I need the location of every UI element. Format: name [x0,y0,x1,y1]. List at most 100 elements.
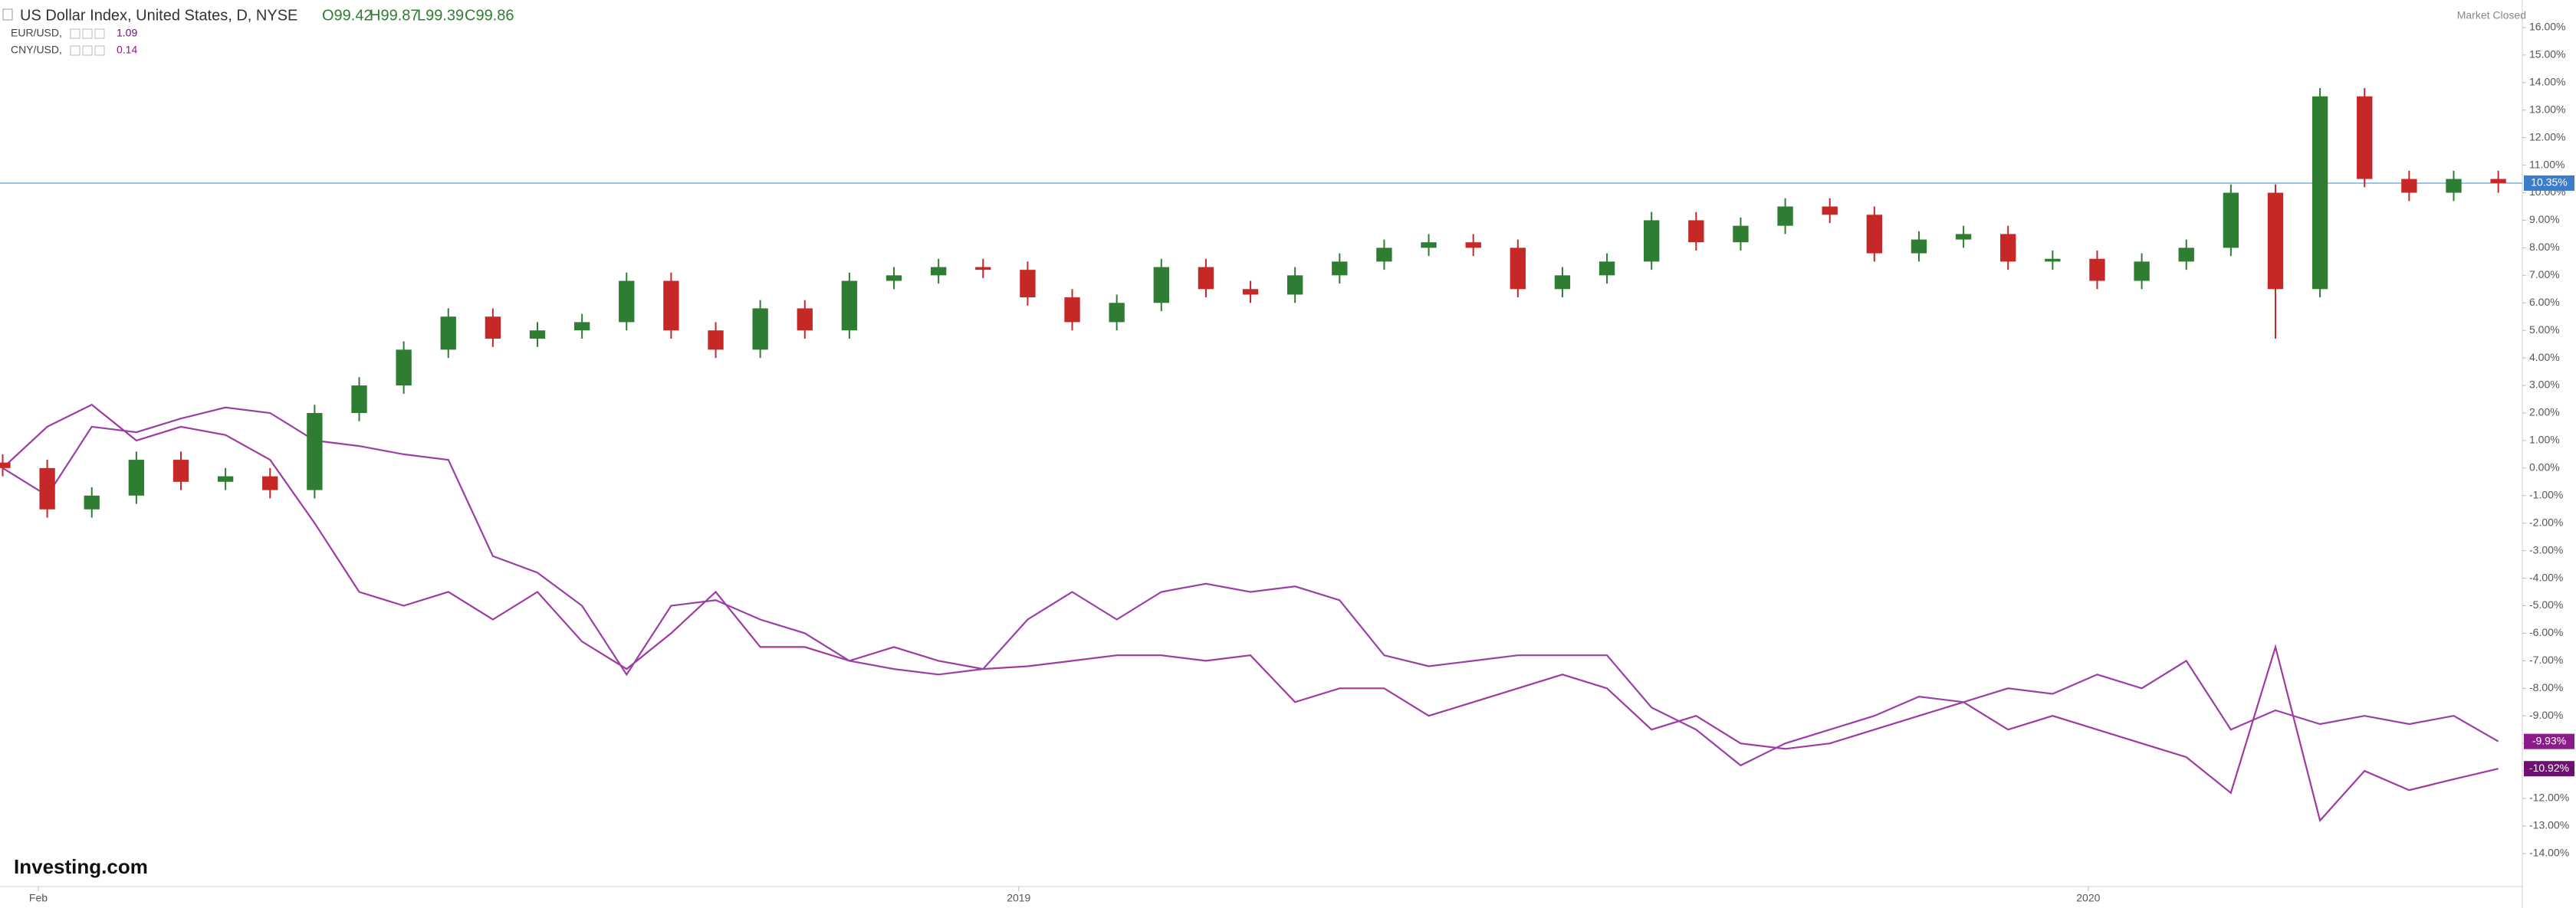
y-tick-label: -7.00% [2529,654,2563,666]
y-tick-label: 3.00% [2529,379,2560,391]
candle-body [128,460,145,496]
candle-body [2490,179,2506,183]
candle-body [1198,267,1214,290]
y-tick-label: 5.00% [2529,323,2560,336]
candle-body [573,322,590,331]
y-tick-label: 6.00% [2529,296,2560,308]
legend-icon[interactable] [70,45,80,56]
y-tick-label: 14.00% [2529,75,2565,87]
series-line [2,406,2499,767]
candle-body [2312,96,2328,290]
candle-body [1064,297,1080,323]
y-tick-label: 0.00% [2529,461,2560,474]
candle-body [797,308,813,331]
y-tick-label: 15.00% [2529,48,2565,61]
x-tick-label: Feb [29,892,48,904]
candle-body [1465,242,1481,248]
y-tick-label: -4.00% [2529,571,2563,583]
candle-body [930,267,947,276]
y-tick-label: 7.00% [2529,268,2560,280]
candle-body [1866,215,1883,254]
y-tick-label: -9.00% [2529,709,2563,721]
y-tick-label: -1.00% [2529,488,2563,500]
y-tick-label: -6.00% [2529,626,2563,638]
candle-body [1421,242,1437,248]
candle-body [217,476,234,482]
last-value-box [2524,733,2574,749]
candle-body [485,316,501,339]
brand-logo: Investing.com [14,855,148,878]
candle-body [0,462,11,468]
y-tick-label: -8.00% [2529,681,2563,693]
candle-body [708,330,724,350]
candle-body [663,280,679,331]
ohlc-value: O99.42 [322,7,373,24]
candle-body [2223,192,2239,248]
candle-body [841,280,858,331]
candle-body [440,316,456,350]
candle-body [619,280,635,323]
y-tick-label: 8.00% [2529,241,2560,253]
candle-body [2089,258,2105,281]
candle-body [84,495,100,510]
candle-body [307,412,323,490]
collapse-icon[interactable] [2,8,13,21]
candle-body [529,330,546,339]
last-value-label: -10.92% [2529,762,2569,774]
last-value-box [2524,761,2574,777]
y-tick-label: 12.00% [2529,130,2565,143]
y-tick-label: 13.00% [2529,103,2565,115]
legend-icon[interactable] [82,45,93,56]
y-tick-label: 2.00% [2529,406,2560,418]
y-tick-label: -12.00% [2529,792,2569,804]
legend-name: CNY/USD, [11,44,62,56]
legend-icon[interactable] [82,28,93,39]
y-tick-label: 4.00% [2529,351,2560,363]
candle-body [1911,239,1927,254]
y-tick-label: 11.00% [2529,158,2564,170]
candle-body [886,275,902,281]
y-tick-label: -2.00% [2529,516,2563,528]
candle-body [1822,206,1838,215]
legend-name: EUR/USD, [11,27,62,39]
y-tick-label: -5.00% [2529,598,2563,611]
y-tick-label: 16.00% [2529,21,2565,33]
candle-body [1242,289,1259,295]
candle-body [2134,261,2150,281]
y-tick-label: 1.00% [2529,434,2560,446]
legend-value: 1.09 [117,27,137,39]
x-tick-label: 2019 [1007,892,1030,904]
candle-body [2446,179,2462,193]
legend-icon[interactable] [94,45,105,56]
candle-body [1153,267,1169,303]
y-tick-label: 9.00% [2529,213,2560,225]
candle-body [1332,261,1348,276]
candle-body [1510,247,1526,290]
legend-icon[interactable] [94,28,105,39]
candle-body [39,467,55,510]
candle-body [975,267,991,270]
candle-body [1598,261,1615,276]
legend-icon[interactable] [70,28,80,39]
x-tick-label: 2020 [2076,892,2100,904]
candle-body [2045,258,2061,262]
candle-body [1733,225,1749,243]
candle-body [1644,220,1660,262]
candle-body [2267,192,2284,290]
legend-value: 0.14 [117,44,137,56]
candle-body [396,349,412,386]
candle-body [752,308,768,350]
candle-body [351,385,367,413]
last-value-box [2524,175,2574,191]
chart-title: US Dollar Index, United States, D, NYSE [20,7,297,24]
last-value-label: 10.35% [2531,176,2567,188]
candle-body [172,460,189,482]
candle-body [1287,275,1303,295]
y-tick-label: -14.00% [2529,847,2569,859]
last-value-label: -9.93% [2532,734,2566,746]
candle-body [1777,206,1793,226]
y-tick-label: -13.00% [2529,819,2569,831]
y-tick-label: -3.00% [2529,543,2563,556]
